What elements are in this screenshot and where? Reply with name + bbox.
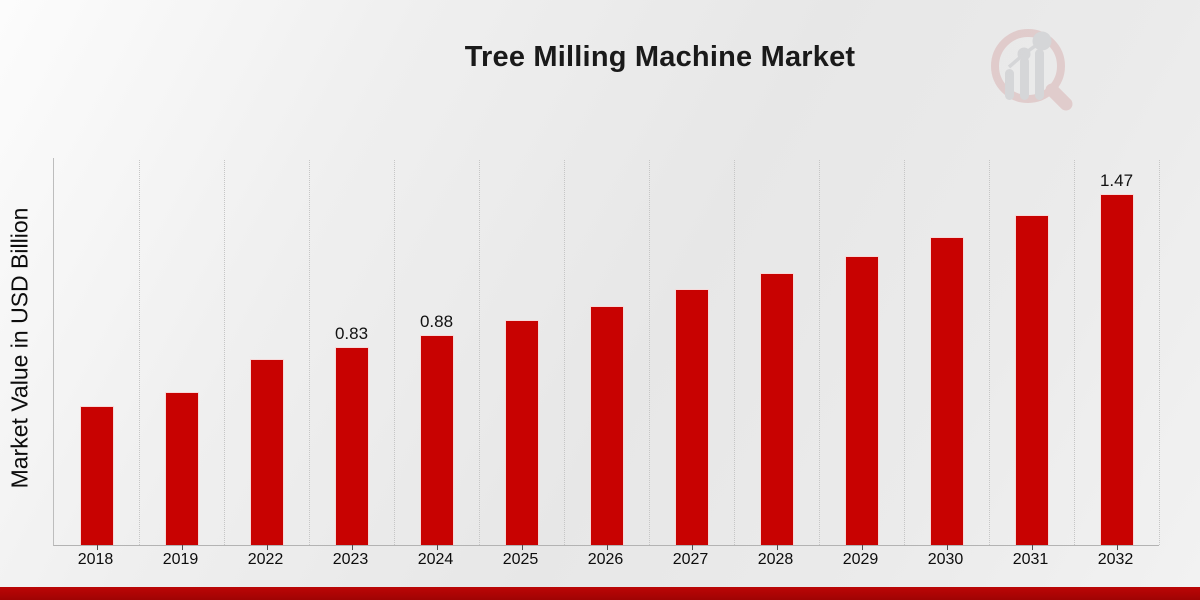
x-axis-tick — [606, 545, 608, 550]
bar-2019 — [164, 392, 199, 545]
bar-2027 — [674, 289, 709, 545]
bar-2032: 1.47 — [1099, 171, 1134, 545]
x-axis-label-2031: 2031 — [1012, 551, 1049, 568]
plot-area: 0.83 0.88 1.47 — [53, 158, 1160, 550]
vertical-gridline — [904, 160, 905, 545]
bar-2018 — [79, 406, 114, 545]
vertical-gridline — [479, 160, 480, 545]
x-axis-label-2026: 2026 — [587, 551, 624, 568]
x-axis-label-2023: 2023 — [332, 551, 369, 568]
vertical-gridline — [564, 160, 565, 545]
bar-2022 — [249, 358, 284, 545]
x-axis-label-2022: 2022 — [247, 551, 284, 568]
bar-value-label-2032: 1.47 — [1099, 170, 1134, 190]
vertical-gridline — [1159, 160, 1160, 545]
x-axis-tick — [691, 545, 693, 550]
bar-2026 — [589, 306, 624, 545]
vertical-gridline — [139, 160, 140, 545]
footer-accent-bar — [0, 587, 1200, 600]
vertical-gridline — [989, 160, 990, 545]
x-axis-label-2032: 2032 — [1097, 551, 1134, 568]
y-axis-label: Market Value in USD Billion — [6, 207, 33, 489]
x-axis-tick — [1031, 545, 1033, 550]
bar-2028 — [759, 272, 794, 545]
bar-2025 — [504, 320, 539, 545]
x-axis-label-2028: 2028 — [757, 551, 794, 568]
chart-title: Tree Milling Machine Market — [464, 41, 856, 73]
vertical-gridline — [819, 160, 820, 545]
vertical-gridline — [224, 160, 225, 545]
x-axis-tick — [96, 545, 98, 550]
vertical-gridline — [734, 160, 735, 545]
x-axis-label-2018: 2018 — [77, 551, 114, 568]
x-axis-tick — [1116, 545, 1118, 550]
x-axis-tick — [436, 545, 438, 550]
x-axis-label-2029: 2029 — [842, 551, 879, 568]
x-axis-tick — [521, 545, 523, 550]
bar-value-label-2024: 0.88 — [419, 311, 454, 331]
x-axis-label-2019: 2019 — [162, 551, 199, 568]
x-axis-tick — [266, 545, 268, 550]
bar-2024: 0.88 — [419, 312, 454, 545]
bar-2030 — [929, 236, 964, 545]
bar-value-label-2023: 0.83 — [334, 323, 369, 343]
x-axis-tick — [181, 545, 183, 550]
bar-2029 — [844, 255, 879, 545]
x-axis-label-2024: 2024 — [417, 551, 454, 568]
x-axis-labels: 2018 2019 2022 2023 2024 2025 2026 2027 2028 2029… — [53, 551, 1158, 573]
x-axis-tick — [861, 545, 863, 550]
x-axis-label-2027: 2027 — [672, 551, 709, 568]
x-axis-label-2030: 2030 — [927, 551, 964, 568]
x-axis-label-2025: 2025 — [502, 551, 539, 568]
x-axis-tick — [351, 545, 353, 550]
bar-2023: 0.83 — [334, 324, 369, 545]
vertical-gridline — [394, 160, 395, 545]
vertical-gridline — [1074, 160, 1075, 545]
x-axis-tick — [946, 545, 948, 550]
vertical-gridline — [649, 160, 650, 545]
bar-2031 — [1014, 215, 1049, 545]
vertical-gridline — [309, 160, 310, 545]
magnifying-glass-bar-chart-icon — [991, 29, 1073, 111]
x-axis-tick — [776, 545, 778, 550]
